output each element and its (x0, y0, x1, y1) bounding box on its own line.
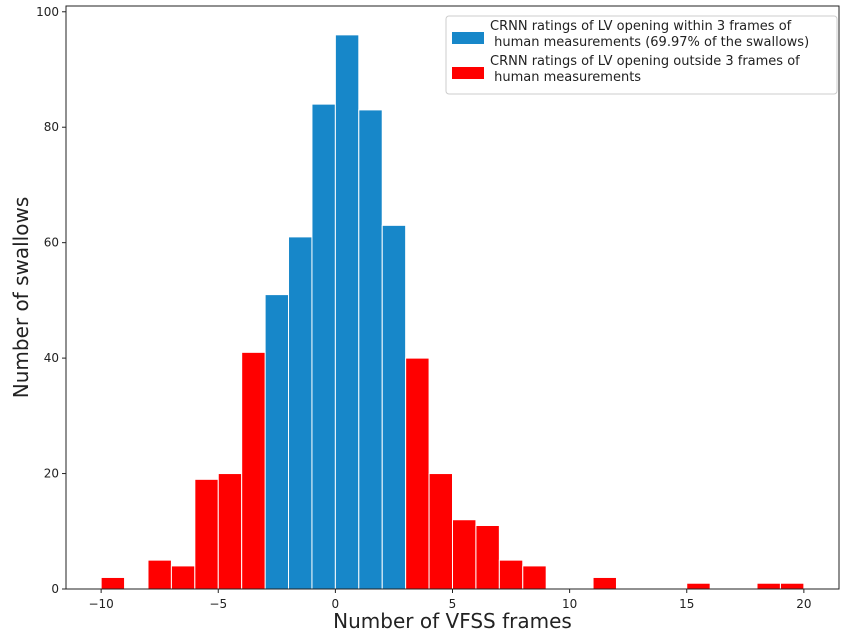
bar-series1-bin4 (217, 473, 243, 590)
legend-swatch-0 (452, 32, 484, 44)
bar-series1-bin12 (592, 576, 617, 590)
legend-box (445, 15, 838, 95)
bar-series0-bin3 (334, 34, 360, 590)
y-tick-label: 60 (44, 236, 59, 250)
legend-label-0: CRNN ratings of LV opening within 3 fram… (490, 19, 809, 50)
bar-series1-bin8 (452, 519, 477, 590)
bar-series1-bin7 (428, 473, 453, 590)
x-tick-label: 10 (562, 597, 577, 611)
x-tick-label: 15 (679, 597, 694, 611)
bar-series1-bin2 (170, 565, 196, 590)
bar-series0-bin5 (381, 224, 407, 590)
bar-series1-bin3 (194, 478, 219, 590)
bar-series1-bin10 (498, 559, 524, 590)
legend: CRNN ratings of LV opening within 3 fram… (445, 15, 838, 95)
bar-series1-bin11 (522, 565, 547, 590)
y-axis-label: Number of swallows (9, 197, 33, 399)
bar-series1-bin13 (686, 582, 711, 590)
y-tick-label: 0 (51, 582, 59, 596)
bar-series1-bin0 (100, 576, 126, 590)
y-tick-label: 20 (44, 467, 59, 481)
bar-series0-bin2 (311, 103, 336, 590)
legend-label-1: CRNN ratings of LV opening outside 3 fra… (490, 54, 800, 85)
x-tick-label: 0 (332, 597, 340, 611)
bar-series1-bin9 (475, 525, 500, 590)
bar-series0-bin0 (264, 294, 290, 590)
x-axis-label: Number of VFSS frames (333, 609, 572, 632)
bar-series1-bin14 (756, 582, 781, 590)
legend-swatch-1 (452, 67, 484, 79)
x-tick-label: 5 (449, 597, 457, 611)
ticks-group: −10 −5 0 5 10 15 20 0 20 40 60 80 100 (36, 5, 811, 611)
x-tick-label: 20 (796, 597, 811, 611)
y-tick-label: 40 (44, 351, 59, 365)
bar-series1-bin1 (147, 559, 172, 590)
x-tick-label: −5 (209, 597, 227, 611)
bar-series1-bin5 (241, 351, 266, 590)
bar-series0-bin4 (358, 109, 383, 590)
bar-series1-bin15 (779, 582, 805, 590)
y-tick-label: 80 (44, 120, 59, 134)
y-tick-label: 100 (36, 5, 59, 19)
bars-group (100, 34, 805, 590)
bar-series1-bin6 (405, 357, 430, 590)
bar-series0-bin1 (288, 236, 313, 590)
x-tick-label: −10 (88, 597, 113, 611)
